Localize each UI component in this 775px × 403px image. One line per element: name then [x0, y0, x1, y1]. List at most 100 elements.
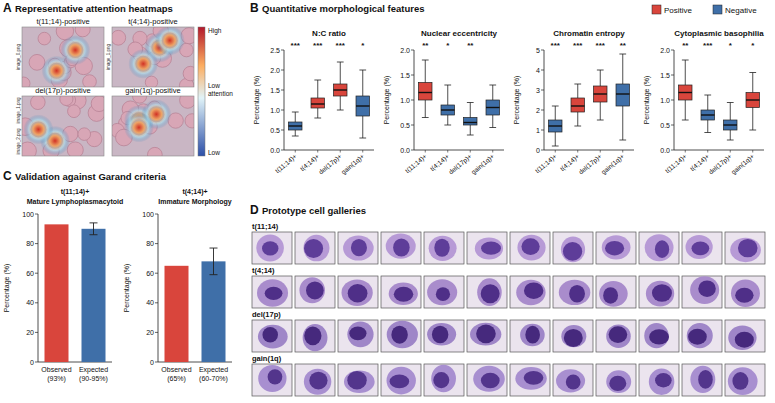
nucleus — [481, 242, 501, 255]
cell-frame — [639, 232, 679, 264]
nucleus — [652, 284, 672, 302]
box — [356, 96, 370, 116]
prototype-cell — [252, 364, 292, 396]
whisker-cap — [489, 85, 496, 86]
bar — [202, 261, 226, 362]
cytoplasm — [602, 235, 631, 259]
prototype-cell — [338, 320, 378, 352]
cytoplasm — [427, 323, 456, 345]
y-tick — [281, 70, 284, 71]
cytoplasm — [606, 324, 631, 348]
cell-frame — [424, 276, 464, 308]
cytoplasm — [520, 324, 545, 346]
x-tick-label: Expected(60-70%) — [199, 366, 228, 383]
x-tick-label: gain(1q)+ — [730, 152, 756, 176]
x-tick — [362, 150, 363, 153]
significance: *** — [551, 41, 561, 50]
nucleus — [390, 375, 410, 389]
cytoplasm — [687, 323, 713, 348]
whisker-cap — [444, 85, 451, 86]
prototype-cell — [682, 364, 722, 396]
x-tick-label: del(17p)+ — [707, 152, 733, 176]
plot-area — [419, 60, 500, 135]
nucleus — [481, 373, 500, 389]
significance: *** — [573, 41, 583, 50]
y-tick-label: 0.5 — [270, 127, 280, 134]
box — [594, 86, 608, 102]
cell-frame — [725, 276, 765, 308]
error-bar — [93, 223, 94, 235]
x-tick-label: Observed(65%) — [161, 366, 191, 383]
cytoplasm — [387, 367, 416, 395]
y-tick-label: 60 — [26, 270, 34, 277]
cytoplasm — [470, 323, 501, 346]
x-tick — [577, 150, 578, 153]
cell-frame — [510, 232, 550, 264]
y-tick — [35, 243, 38, 244]
median — [549, 125, 563, 126]
y-tick-label: 100 — [22, 211, 34, 218]
y-tick — [155, 362, 158, 363]
significance: *** — [336, 41, 346, 50]
heatmap-image — [112, 96, 194, 156]
y-tick — [35, 214, 38, 215]
x-tick — [492, 150, 493, 153]
prototype-cell — [467, 364, 507, 396]
y-tick-label: 2.0 — [400, 47, 410, 54]
x-tick-label: gain(1q)+ — [600, 152, 626, 176]
nucleus — [566, 375, 581, 390]
plot-area — [679, 60, 760, 140]
cytoplasm — [386, 234, 416, 259]
whisker-cap — [552, 106, 559, 107]
median — [616, 93, 630, 94]
colorbar — [198, 27, 205, 156]
nucleus — [265, 287, 283, 300]
nucleus — [524, 282, 543, 299]
y-tick-label: 1.0 — [270, 107, 280, 114]
y-tick — [541, 50, 544, 51]
cell-frame — [682, 232, 722, 264]
x-tick-label: t(11;14)+ — [404, 152, 429, 175]
panel-letter: B — [250, 1, 259, 15]
cytoplasm — [347, 321, 373, 347]
y-tick — [671, 75, 674, 76]
prototype-cell — [338, 276, 378, 308]
cytoplasm — [515, 367, 546, 390]
nucleus — [347, 371, 366, 390]
error-cap — [90, 234, 98, 235]
cytoplasm — [299, 277, 325, 303]
plot-area — [289, 62, 370, 138]
y-tick — [281, 110, 284, 111]
figure: ARepresentative attention heatmapst(11;1… — [0, 0, 775, 403]
prototype-cell — [252, 320, 292, 352]
nucleus — [394, 287, 413, 302]
median — [441, 109, 455, 110]
x-tick — [447, 150, 448, 153]
nucleus — [735, 288, 753, 303]
prototype-cell — [596, 364, 636, 396]
y-tick-label: 0 — [30, 359, 34, 366]
nucleus — [735, 332, 754, 348]
x-tick — [555, 150, 556, 153]
cell-frame — [596, 320, 636, 352]
y-tick — [671, 50, 674, 51]
significance: * — [361, 41, 365, 50]
cytoplasm — [556, 369, 585, 392]
image-frame — [112, 27, 194, 87]
y-tick-label: 3 — [536, 87, 540, 94]
y-tick — [155, 214, 158, 215]
box — [419, 83, 433, 101]
prototype-cell — [639, 232, 679, 264]
cell-frame — [381, 232, 421, 264]
y-tick — [671, 125, 674, 126]
cytoplasm — [477, 278, 502, 306]
median — [594, 93, 608, 94]
y-tick-label: 1.5 — [660, 72, 670, 79]
prototype-cell — [682, 320, 722, 352]
prototype-cell — [682, 232, 722, 264]
chart-title: t(4;14)+ — [182, 188, 207, 196]
nucleus — [432, 326, 448, 344]
x-tick-label: gain(1q)+ — [470, 152, 496, 176]
cell-frame — [338, 320, 378, 352]
significance: * — [729, 41, 733, 50]
